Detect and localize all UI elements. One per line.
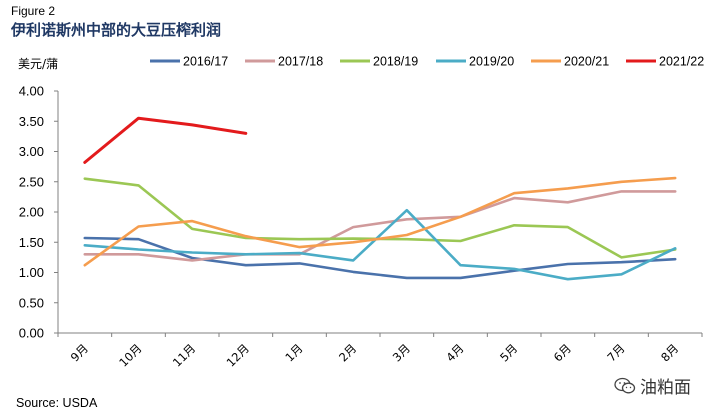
series-lines: [83, 116, 677, 281]
legend-label-2018-19: 2018/19: [373, 55, 418, 69]
chart-title: 伊利诺斯州中部的大豆压榨利润: [11, 21, 222, 39]
y-tick-label: 2.50: [19, 174, 44, 189]
source-note: Source: USDA: [16, 396, 98, 410]
figure-label: Figure 2: [11, 4, 56, 18]
series-line-2017-18: [83, 190, 677, 262]
wechat-icon: [614, 377, 636, 393]
watermark: 油粕面: [614, 373, 691, 398]
legend: 2016/17 2017/18 2018/19 2019/20 2020/21 2021/…: [150, 55, 704, 69]
y-tick-label: 0.50: [19, 295, 44, 310]
x-tick-label: 3月: [390, 341, 413, 364]
x-tick-label: 9月: [68, 341, 91, 364]
y-axis-label: 美元/蒲: [18, 57, 59, 71]
x-tick-label: 2月: [336, 341, 359, 364]
series-line-2020-21: [83, 176, 677, 267]
watermark-text: 油粕面: [640, 378, 691, 398]
x-tick-label: 8月: [658, 341, 681, 364]
series-line-2021-22: [83, 116, 248, 164]
series-line-2016-17: [83, 236, 677, 280]
y-tick-label: 4.00: [19, 84, 44, 99]
series-line-2018-19: [83, 177, 677, 259]
x-tick-label: 1月: [282, 341, 305, 364]
legend-label-2016-17: 2016/17: [183, 55, 228, 69]
legend-label-2020-21: 2020/21: [564, 55, 609, 69]
legend-label-2021-22: 2021/22: [659, 55, 704, 69]
x-tick-label: 11月: [170, 341, 198, 369]
series-line-2019-20: [83, 208, 677, 281]
y-tick-label: 0.00: [19, 326, 44, 341]
y-tick-label: 1.50: [19, 235, 44, 250]
x-tick-label: 5月: [497, 341, 520, 364]
x-tick-label: 4月: [443, 341, 466, 364]
y-tick-label: 2.00: [19, 205, 44, 220]
y-tick-label: 3.00: [19, 144, 44, 159]
x-tick-label: 7月: [604, 341, 627, 364]
x-tick-label: 6月: [551, 341, 574, 364]
x-tick-label: 12月: [224, 341, 252, 369]
legend-label-2017-18: 2017/18: [278, 55, 323, 69]
legend-label-2019-20: 2019/20: [469, 55, 514, 69]
y-tick-label: 3.50: [19, 114, 44, 129]
y-tick-label: 1.00: [19, 265, 44, 280]
x-tick-label: 10月: [116, 341, 144, 369]
